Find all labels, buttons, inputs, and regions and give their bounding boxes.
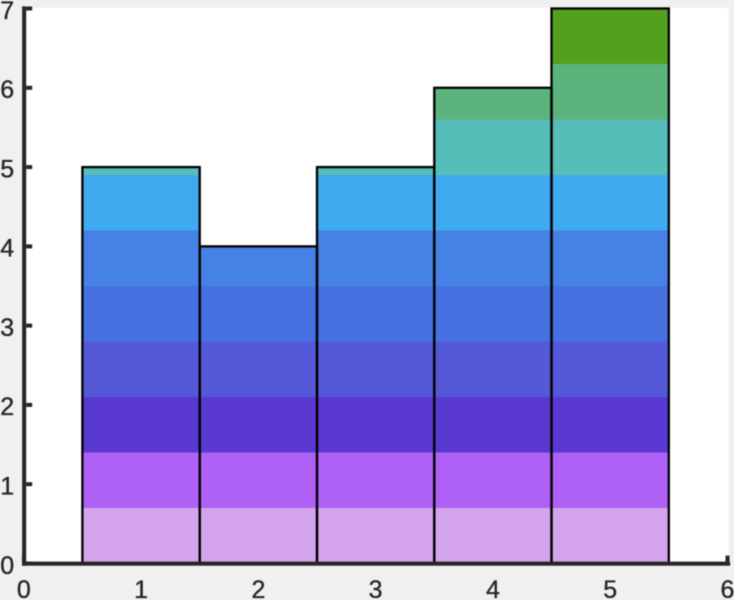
- svg-text:3: 3: [369, 576, 383, 600]
- svg-text:2: 2: [0, 393, 14, 421]
- svg-text:4: 4: [486, 576, 500, 600]
- svg-text:6: 6: [0, 76, 14, 104]
- svg-text:6: 6: [721, 576, 734, 600]
- svg-text:2: 2: [251, 576, 265, 600]
- svg-text:7: 7: [0, 0, 14, 25]
- svg-text:0: 0: [17, 576, 31, 600]
- svg-text:3: 3: [0, 314, 14, 342]
- svg-text:5: 5: [603, 576, 617, 600]
- svg-text:4: 4: [0, 235, 14, 263]
- svg-text:0: 0: [0, 552, 14, 580]
- svg-text:5: 5: [0, 155, 14, 183]
- svg-text:1: 1: [0, 473, 14, 501]
- svg-text:1: 1: [134, 576, 148, 600]
